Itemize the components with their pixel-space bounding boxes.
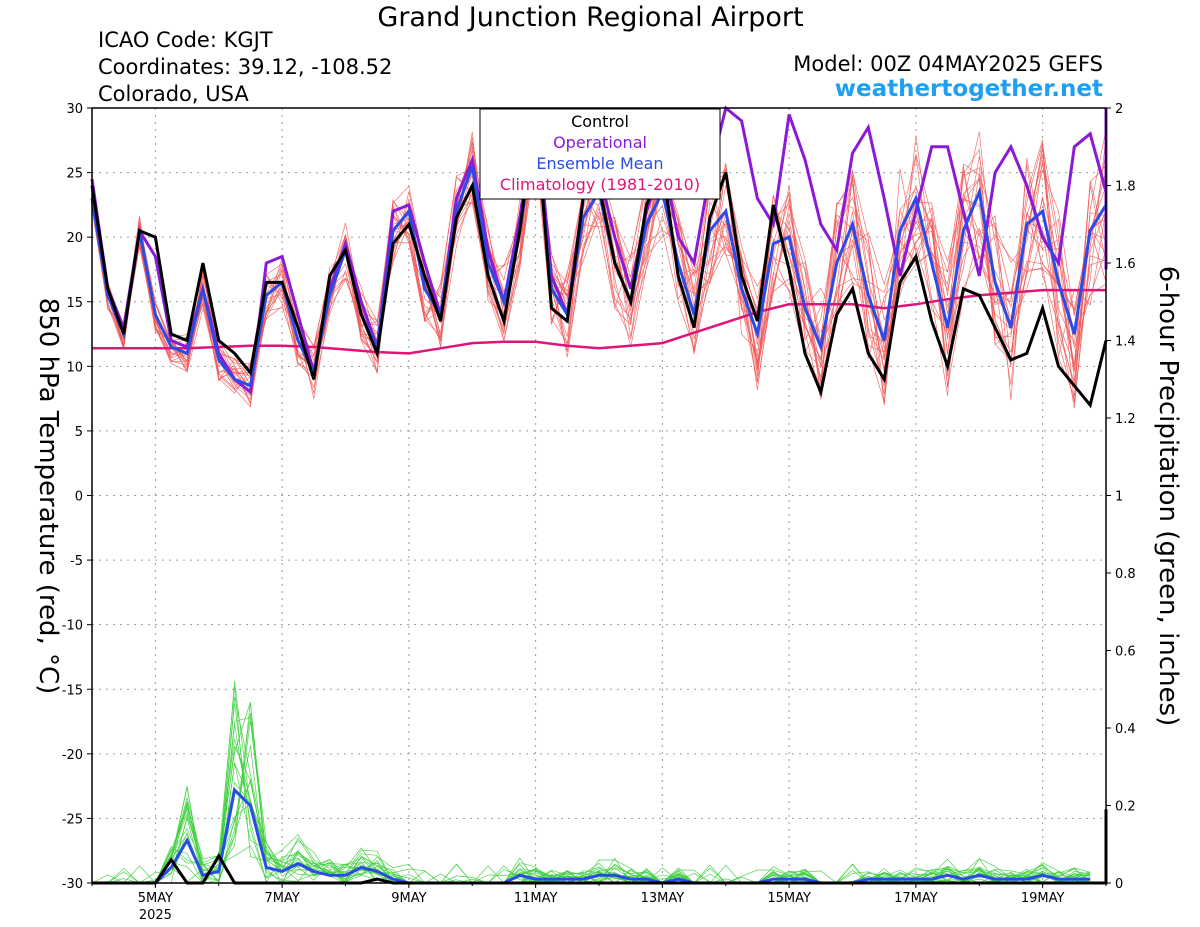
legend-box: [479, 108, 721, 200]
y-left-tick-label: -5: [70, 554, 83, 569]
y-left-tick-label: -15: [62, 683, 83, 698]
temperature-member-line: [91, 133, 1107, 393]
y-left-tick-label: 30: [66, 102, 83, 117]
precipitation-members-layer: [91, 680, 1091, 884]
y-right-tick-label: 0.4: [1115, 722, 1136, 737]
y-right-tick-label: 0: [1115, 877, 1123, 892]
site-link[interactable]: weathertogether.net: [834, 76, 1103, 102]
precip-ensemble-mean-line: [92, 786, 1091, 885]
y-left-tick-label: 25: [66, 167, 83, 182]
y-right-tick-label: 1.4: [1115, 335, 1136, 350]
x-tick-sublabel: 2025: [139, 908, 172, 923]
climatology-line: [92, 288, 1106, 355]
legend-operational: Operational: [553, 133, 647, 152]
location: Colorado, USA: [98, 82, 249, 106]
precipitation-member-line: [92, 716, 1091, 884]
operational-line: [90, 105, 1108, 396]
precipitation-member-line: [92, 701, 1091, 884]
y-left-tick-label: -10: [62, 619, 83, 634]
y-right-tick-label: 1.2: [1115, 412, 1136, 427]
model-run: Model: 00Z 04MAY2025 GEFS: [793, 52, 1103, 76]
y-left-tick-label: 10: [66, 360, 83, 375]
x-tick-label: 9MAY: [391, 891, 426, 906]
x-tick-label: 5MAY: [138, 891, 173, 906]
precipitation-member-line: [92, 724, 1091, 884]
precipitation-member-line: [92, 779, 1091, 884]
y-left-label: 850 hPa Temperature (red, °C): [33, 298, 63, 695]
y-right-tick-label: 1.6: [1115, 257, 1136, 272]
chart-title: Grand Junction Regional Airport: [377, 2, 804, 33]
legend-ensemble-mean: Ensemble Mean: [536, 154, 663, 173]
legend-control: Control: [571, 112, 629, 131]
x-tick-label: 7MAY: [264, 891, 299, 906]
y-left-tick-label: 5: [75, 425, 83, 440]
icao-code: ICAO Code: KGJT: [98, 28, 273, 52]
x-tick-label: 19MAY: [1021, 891, 1065, 906]
y-left-tick-label: -30: [62, 877, 83, 892]
x-tick-label: 15MAY: [767, 891, 811, 906]
axes-layer: 302520151050-5-10-15-20-25-3021.81.61.41…: [62, 102, 1136, 923]
plot-frame: [91, 107, 1107, 884]
x-tick-label: 11MAY: [514, 891, 558, 906]
legend: Control Operational Ensemble Mean Climat…: [479, 108, 721, 200]
precipitation-member-line: [91, 739, 1091, 884]
y-left-tick-label: -25: [62, 812, 83, 827]
y-right-tick-label: 0.8: [1115, 567, 1136, 582]
y-left-tick-label: 15: [66, 296, 83, 311]
y-right-tick-label: 0.6: [1115, 645, 1136, 660]
x-tick-label: 17MAY: [894, 891, 938, 906]
y-right-tick-label: 2: [1115, 102, 1123, 117]
y-right-label: 6-hour Precipitation (green, inches): [1153, 266, 1183, 726]
y-right-tick-label: 1: [1115, 490, 1123, 505]
x-tick-label: 13MAY: [641, 891, 685, 906]
coordinates: Coordinates: 39.12, -108.52: [98, 55, 393, 79]
y-left-tick-label: 20: [66, 231, 83, 246]
y-left-tick-label: -20: [62, 748, 83, 763]
legend-climatology: Climatology (1981-2010): [500, 175, 700, 194]
y-left-tick-label: 0: [75, 490, 83, 505]
y-right-tick-label: 1.8: [1115, 180, 1136, 195]
y-right-tick-label: 0.2: [1115, 800, 1136, 815]
precipitation-member-line: [92, 696, 1091, 884]
